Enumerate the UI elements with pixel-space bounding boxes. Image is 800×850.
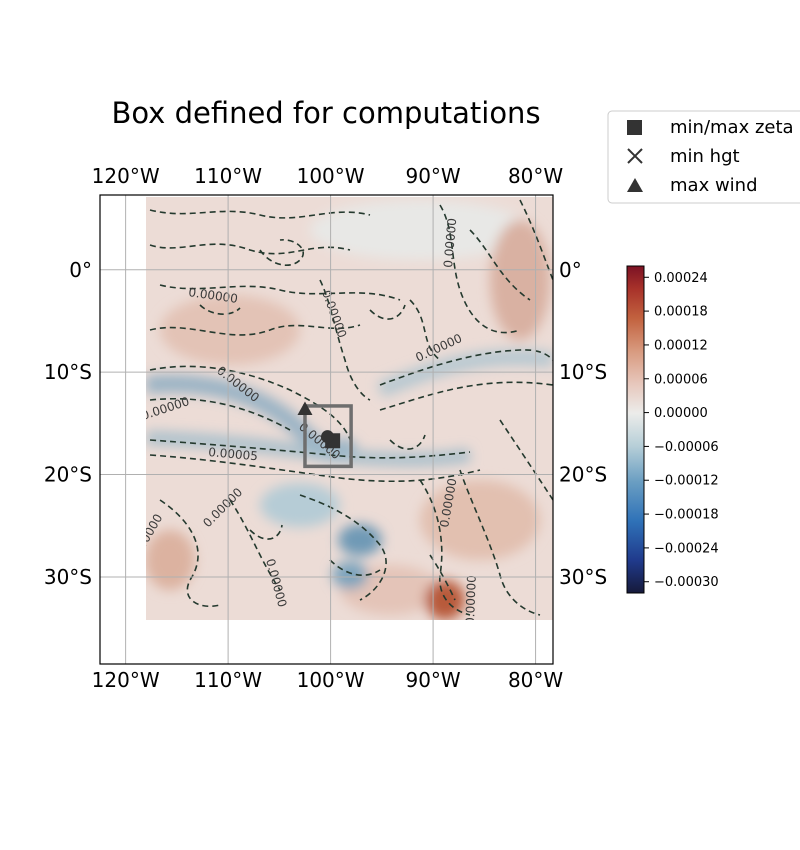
- colorbar-tick-label: −0.00006: [654, 440, 719, 455]
- computation-box: [303, 404, 353, 469]
- colorbar-tick-label: 0.00006: [654, 372, 708, 387]
- x-marker-icon: [627, 148, 643, 164]
- lon-tick-label: 120°W: [92, 164, 160, 188]
- legend-box: [607, 110, 800, 204]
- contour-label: 0.00005: [208, 445, 259, 463]
- map-frame: [99, 194, 554, 665]
- vorticity-field: 0.00000 0.00000 0.00000 0.00000 0.00000 …: [146, 197, 553, 625]
- legend-label: min/max zeta: [670, 117, 794, 138]
- colorbar-tick-label: 0.00018: [654, 305, 708, 320]
- gridlines: [100, 195, 553, 664]
- colorbar-tick-label: −0.00018: [654, 508, 719, 523]
- colorbar-tick-label: 0.00024: [654, 271, 708, 286]
- lat-tick-label: 10°S: [44, 360, 92, 384]
- legend: min/max zeta min hgt max wind: [607, 110, 800, 204]
- lon-tick-label: 120°W: [92, 668, 160, 692]
- tick-labels: 120°W 120°W 110°W 110°W 100°W 100°W 90°W 90°W 80…: [44, 164, 607, 692]
- square-marker-icon: [627, 120, 642, 135]
- lat-tick-label: 30°S: [44, 565, 92, 589]
- lon-tick-label: 90°W: [405, 164, 460, 188]
- lon-tick-label: 110°W: [194, 164, 262, 188]
- lon-tick-label: 110°W: [194, 668, 262, 692]
- markers: [297, 401, 341, 449]
- lat-tick-label: 0°: [559, 258, 582, 282]
- legend-label: min hgt: [670, 146, 740, 167]
- lon-tick-label: 80°W: [508, 164, 563, 188]
- lat-tick-label: 20°S: [44, 463, 92, 487]
- colorbar-tick-label: −0.00030: [654, 575, 719, 590]
- lat-tick-label: 10°S: [559, 360, 607, 384]
- colorbar-tick-label: 0.00000: [654, 406, 708, 421]
- colorbar-tick-label: −0.00012: [654, 474, 719, 489]
- colorbar-tick-label: −0.00024: [654, 541, 719, 556]
- colorbar-bar: [626, 265, 645, 594]
- min-hgt-marker: [321, 430, 335, 444]
- contour-label: 0.00000: [463, 575, 479, 625]
- lon-tick-label: 100°W: [297, 164, 365, 188]
- lat-tick-label: 0°: [69, 258, 92, 282]
- map-title: Box defined for computations: [111, 96, 541, 130]
- lat-tick-label: 20°S: [559, 463, 607, 487]
- legend-label: max wind: [670, 175, 758, 196]
- triangle-marker-icon: [627, 178, 643, 192]
- max-wind-marker: [297, 401, 313, 416]
- lon-tick-label: 100°W: [297, 668, 365, 692]
- contour-label: 0.00000: [188, 285, 239, 306]
- lat-tick-label: 30°S: [559, 565, 607, 589]
- lon-tick-label: 90°W: [405, 668, 460, 692]
- contour-label: 0.00000: [441, 218, 459, 269]
- lon-tick-label: 80°W: [508, 668, 563, 692]
- colorbar-tick-label: 0.00012: [654, 338, 708, 353]
- colorbar: 0.00024 0.00018 0.00012 0.00006 0.00000 −0.00…: [626, 265, 719, 594]
